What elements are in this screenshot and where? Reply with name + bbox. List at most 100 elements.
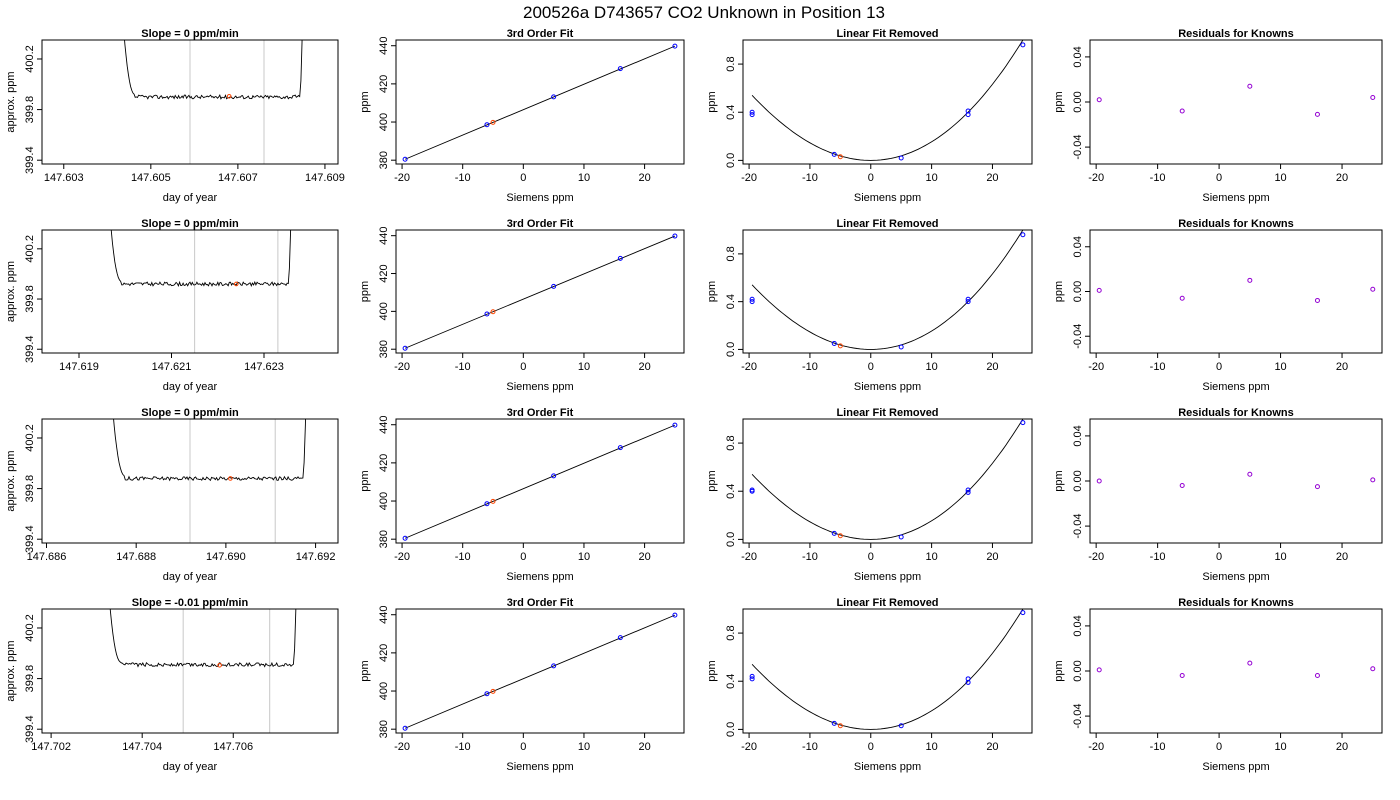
known-point bbox=[1020, 420, 1026, 426]
x-tick-label: 0 bbox=[1216, 361, 1222, 373]
x-tick-label: 10 bbox=[925, 172, 937, 184]
y-tick-label: 0.0 bbox=[725, 153, 737, 168]
known-point bbox=[831, 340, 837, 346]
unknown-point bbox=[837, 154, 843, 160]
page-title: 200526a D743657 CO2 Unknown in Position … bbox=[523, 3, 885, 22]
sample-point bbox=[233, 281, 239, 287]
x-tick-label: -10 bbox=[455, 741, 471, 753]
plot-area bbox=[113, 419, 306, 543]
x-tick-label: 147.607 bbox=[218, 172, 258, 184]
y-tick-label: 380 bbox=[378, 530, 390, 548]
x-tick-label: -20 bbox=[1088, 361, 1104, 373]
y-axis-label: ppm bbox=[706, 91, 718, 112]
plot-area bbox=[1096, 660, 1376, 679]
plot-area bbox=[109, 609, 297, 733]
plot-frame bbox=[742, 229, 1033, 354]
y-tick-label: 0.0 bbox=[725, 532, 737, 547]
residual-point bbox=[1179, 673, 1185, 679]
y-tick-label: 380 bbox=[378, 151, 390, 169]
panel-r1-c1: 3rd Order Fit Siemens ppm ppm -20 -10 0 10 20 38… bbox=[359, 218, 685, 393]
residual-point bbox=[1179, 483, 1185, 489]
x-axis-label: Siemens ppm bbox=[854, 571, 921, 583]
x-tick-label: 20 bbox=[638, 172, 650, 184]
known-point bbox=[749, 487, 755, 493]
panel-title: Residuals for Knowns bbox=[1178, 28, 1294, 40]
x-tick-label: -20 bbox=[394, 361, 410, 373]
plot-area bbox=[749, 419, 1026, 540]
plot-area bbox=[749, 230, 1026, 350]
x-tick-label: 20 bbox=[1336, 172, 1348, 184]
x-tick-label: 20 bbox=[986, 172, 998, 184]
x-axis-label: Siemens ppm bbox=[506, 192, 573, 204]
panel-r0-c0: Slope = 0 ppm/min day of year approx. ppm 1… bbox=[5, 28, 345, 204]
residual-point bbox=[1247, 471, 1253, 477]
panel-title: Linear Fit Removed bbox=[836, 407, 938, 419]
y-tick-label: 0.8 bbox=[725, 435, 737, 450]
y-axis-label: approx. ppm bbox=[5, 450, 17, 511]
y-axis-label: approx. ppm bbox=[5, 261, 17, 322]
x-tick-label: -20 bbox=[394, 741, 410, 753]
x-tick-label: 147.702 bbox=[31, 741, 71, 753]
x-tick-label: 0 bbox=[868, 551, 874, 563]
sample-point bbox=[226, 94, 232, 99]
x-tick-label: 147.706 bbox=[213, 741, 253, 753]
known-point bbox=[965, 108, 971, 114]
x-tick-label: 0 bbox=[868, 172, 874, 184]
known-point bbox=[617, 635, 623, 641]
x-tick-label: -10 bbox=[1150, 741, 1166, 753]
plot-frame bbox=[41, 39, 339, 165]
y-tick-label: 399.8 bbox=[24, 96, 36, 124]
y-tick-label: 440 bbox=[378, 416, 390, 434]
known-point bbox=[965, 489, 971, 495]
x-tick-label: -10 bbox=[455, 551, 471, 563]
y-axis-label: ppm bbox=[1053, 91, 1065, 112]
known-point bbox=[749, 676, 755, 682]
unknown-point bbox=[490, 309, 496, 315]
panel-r0-c1: 3rd Order Fit Siemens ppm ppm -20 -10 0 10 20 38… bbox=[359, 28, 685, 204]
panel-title: 3rd Order Fit bbox=[507, 218, 574, 230]
known-point bbox=[749, 673, 755, 679]
x-tick-label: 147.692 bbox=[296, 551, 336, 563]
plot-frame bbox=[41, 418, 339, 544]
y-tick-label: 0.00 bbox=[1072, 470, 1084, 491]
y-axis-label: approx. ppm bbox=[5, 640, 17, 701]
unknown-point bbox=[837, 533, 843, 539]
plot-frame bbox=[395, 608, 685, 734]
x-tick-label: 147.686 bbox=[27, 551, 67, 563]
x-tick-label: 20 bbox=[986, 361, 998, 373]
plot-frame bbox=[395, 39, 685, 165]
panel-title: 3rd Order Fit bbox=[507, 28, 574, 40]
x-tick-label: 10 bbox=[578, 172, 590, 184]
x-axis-label: day of year bbox=[163, 761, 218, 773]
x-tick-label: 147.609 bbox=[305, 172, 345, 184]
panel-title: Linear Fit Removed bbox=[836, 218, 938, 230]
x-tick-label: -10 bbox=[802, 551, 818, 563]
known-point bbox=[1020, 610, 1026, 616]
x-tick-label: 0 bbox=[520, 172, 526, 184]
x-tick-label: -20 bbox=[1088, 551, 1104, 563]
residual-point bbox=[1247, 660, 1253, 666]
known-point bbox=[749, 112, 755, 118]
known-point bbox=[1020, 42, 1026, 48]
y-tick-label: 399.4 bbox=[24, 335, 36, 363]
known-point bbox=[1020, 232, 1026, 238]
x-tick-label: 20 bbox=[1336, 551, 1348, 563]
x-tick-label: 147.704 bbox=[122, 741, 162, 753]
panel-title: Slope = 0 ppm/min bbox=[141, 28, 239, 40]
residual-point bbox=[1247, 83, 1253, 89]
residual-point bbox=[1370, 286, 1376, 292]
known-point bbox=[672, 43, 678, 49]
known-point bbox=[898, 534, 904, 540]
y-axis-label: approx. ppm bbox=[5, 71, 17, 132]
plot-area bbox=[1096, 83, 1376, 117]
plot-area bbox=[749, 609, 1026, 730]
known-point bbox=[551, 473, 557, 479]
y-tick-label: 0.0 bbox=[725, 342, 737, 357]
y-tick-label: 0.4 bbox=[725, 484, 737, 499]
plot-area bbox=[749, 40, 1026, 161]
concentration-trace bbox=[109, 609, 297, 668]
known-point bbox=[484, 691, 490, 697]
residual-point bbox=[1096, 97, 1102, 103]
y-tick-label: 399.4 bbox=[24, 146, 36, 174]
